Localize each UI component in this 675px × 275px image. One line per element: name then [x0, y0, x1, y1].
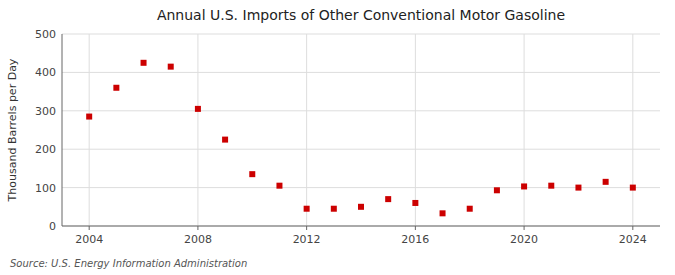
grid-line — [62, 226, 660, 227]
point — [331, 206, 337, 212]
point — [494, 187, 500, 193]
y-tick-label: 300 — [35, 105, 56, 118]
y-tick-label: 100 — [35, 182, 56, 195]
y-tick-label: 0 — [49, 220, 56, 233]
point — [575, 185, 581, 191]
point — [168, 64, 174, 70]
point — [467, 206, 473, 212]
y-tick-label: 200 — [35, 143, 56, 156]
points — [86, 60, 636, 217]
x-axis-line — [62, 226, 660, 227]
x-tick-label: 2008 — [184, 233, 212, 246]
x-tick — [415, 226, 416, 230]
point — [440, 210, 446, 216]
grid-line — [197, 34, 198, 226]
grid-line — [632, 34, 633, 226]
point — [548, 183, 554, 189]
grid-line — [524, 34, 525, 226]
x-tick-label: 2024 — [619, 233, 647, 246]
chart: Annual U.S. Imports of Other Conventiona… — [0, 0, 675, 275]
source: Source: U.S. Energy Information Administ… — [10, 258, 247, 269]
point — [195, 106, 201, 112]
point — [521, 183, 527, 189]
x-tick-label: 2020 — [510, 233, 538, 246]
y-tick-label: 500 — [35, 28, 56, 41]
grid-line — [62, 34, 660, 35]
point — [304, 206, 310, 212]
point — [249, 171, 255, 177]
point — [630, 185, 636, 191]
x-tick — [632, 226, 633, 230]
point — [86, 114, 92, 120]
x-tick — [197, 226, 198, 230]
point — [412, 200, 418, 206]
x-tick-label: 2012 — [293, 233, 321, 246]
point — [141, 60, 147, 66]
x-tick-label: 2016 — [401, 233, 429, 246]
point — [113, 85, 119, 91]
x-tick-label: 2004 — [75, 233, 103, 246]
point — [358, 204, 364, 210]
grid-line — [62, 149, 660, 150]
y-axis-line — [62, 34, 63, 226]
point — [276, 183, 282, 189]
grid-line — [62, 72, 660, 73]
point — [603, 179, 609, 185]
x-tick — [306, 226, 307, 230]
title: Annual U.S. Imports of Other Conventiona… — [157, 7, 565, 23]
y-tick-label: 400 — [35, 66, 56, 79]
grid-line — [306, 34, 307, 226]
y-axis-label: Thousand Barrels per Day — [6, 58, 19, 202]
x-tick — [89, 226, 90, 230]
point — [222, 137, 228, 143]
grid — [62, 34, 660, 226]
grid-line — [415, 34, 416, 226]
grid-line — [62, 187, 660, 188]
x-tick — [524, 226, 525, 230]
point — [385, 196, 391, 202]
grid-line — [89, 34, 90, 226]
grid-line — [62, 110, 660, 111]
